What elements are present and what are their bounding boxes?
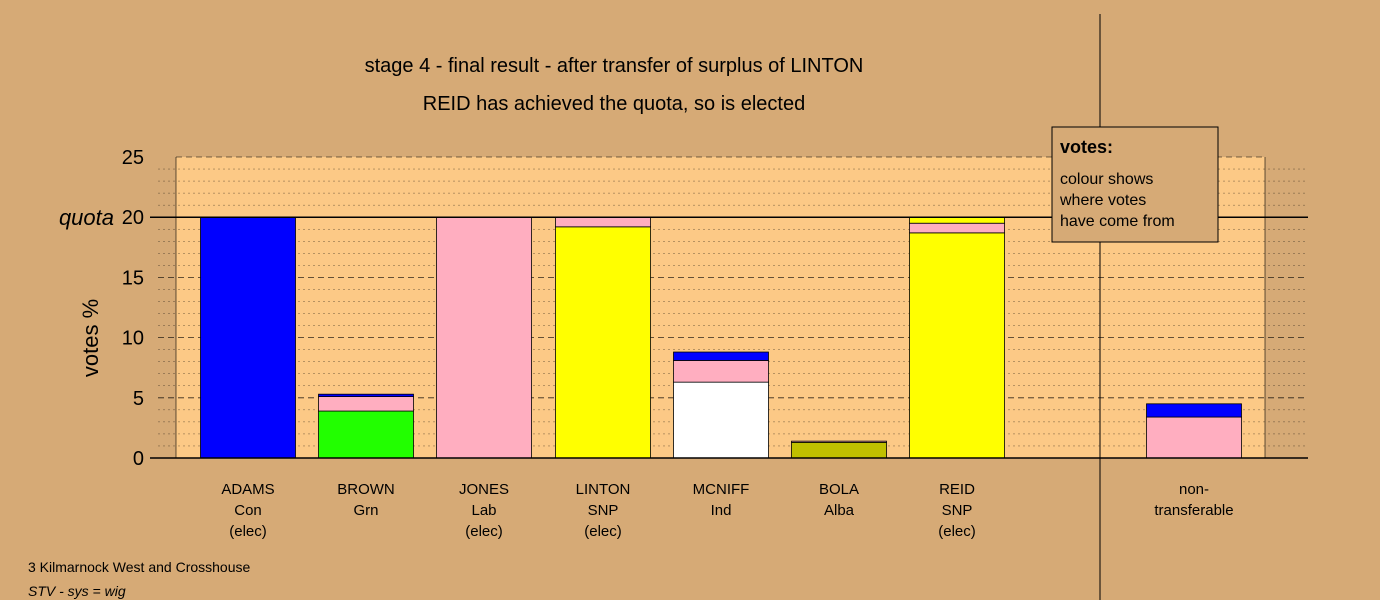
- y-tick-label: 0: [133, 448, 144, 470]
- bar-brown-segment-2: [318, 396, 414, 412]
- y-axis: 0 5 10 15 20 25: [122, 147, 144, 470]
- category-label: non-: [1179, 481, 1209, 498]
- category-label: LINTON: [576, 481, 631, 498]
- bar-reid-segment-2: [909, 222, 1005, 234]
- y-axis-label: votes %: [78, 299, 103, 377]
- bar-non-transferable-segment-2: [1146, 403, 1242, 418]
- legend-line-1: colour shows: [1060, 171, 1153, 188]
- category-label: ADAMS: [221, 481, 274, 498]
- legend-line-2: where votes: [1059, 192, 1146, 209]
- category-label: MCNIFF: [693, 481, 750, 498]
- bar-non-transferable-segment-1: [1146, 416, 1242, 459]
- ward-name: 3 Kilmarnock West and Crosshouse: [28, 559, 250, 575]
- bar-reid-segment-1: [909, 232, 1005, 459]
- y-tick-label: 15: [122, 267, 144, 289]
- bar-mcniff-segment-3: [673, 351, 769, 361]
- category-label: (elec): [465, 523, 503, 540]
- bar-linton-segment-1: [555, 226, 651, 459]
- bar-bola-segment-2: [791, 440, 887, 443]
- category-label: Alba: [824, 502, 855, 519]
- legend-line-3: have come from: [1060, 213, 1175, 230]
- bar-reid-segment-3: [909, 216, 1005, 224]
- category-label: Lab: [471, 502, 496, 519]
- y-tick-label: 25: [122, 147, 144, 169]
- chart-title: stage 4 - final result - after transfer …: [365, 55, 864, 77]
- y-tick-label: 20: [122, 207, 144, 229]
- quota-label: quota: [59, 205, 114, 230]
- category-label: SNP: [588, 502, 619, 519]
- category-label: BOLA: [819, 481, 859, 498]
- category-label: BROWN: [337, 481, 395, 498]
- bar-brown-segment-3: [318, 393, 414, 397]
- category-label: Con: [234, 502, 262, 519]
- category-label: (elec): [584, 523, 622, 540]
- bar-linton-segment-2: [555, 216, 651, 228]
- chart-subtitle: REID has achieved the quota, so is elect…: [423, 93, 805, 115]
- category-label: (elec): [938, 523, 976, 540]
- category-label: transferable: [1154, 502, 1233, 519]
- category-labels: ADAMS Con (elec) BROWN Grn JONES Lab (elec) LINT…: [221, 481, 1233, 540]
- bars: [150, 216, 1308, 459]
- bar-adams-segment-1: [200, 216, 296, 459]
- legend-box: votes: colour shows where votes have com…: [1051, 126, 1219, 243]
- legend-title: votes:: [1060, 137, 1113, 157]
- bar-brown-segment-1: [318, 410, 414, 459]
- bar-mcniff-segment-2: [673, 360, 769, 383]
- bar-bola-segment-1: [791, 441, 887, 459]
- category-label: JONES: [459, 481, 509, 498]
- category-label: SNP: [942, 502, 973, 519]
- y-tick-label: 5: [133, 388, 144, 410]
- y-tick-label: 10: [122, 328, 144, 350]
- bar-mcniff-segment-1: [673, 381, 769, 459]
- category-label: Ind: [711, 502, 732, 519]
- category-label: (elec): [229, 523, 267, 540]
- system-label: STV - sys = wig: [28, 583, 126, 599]
- category-label: REID: [939, 481, 975, 498]
- category-label: Grn: [353, 502, 378, 519]
- bar-jones-segment-1: [436, 216, 532, 459]
